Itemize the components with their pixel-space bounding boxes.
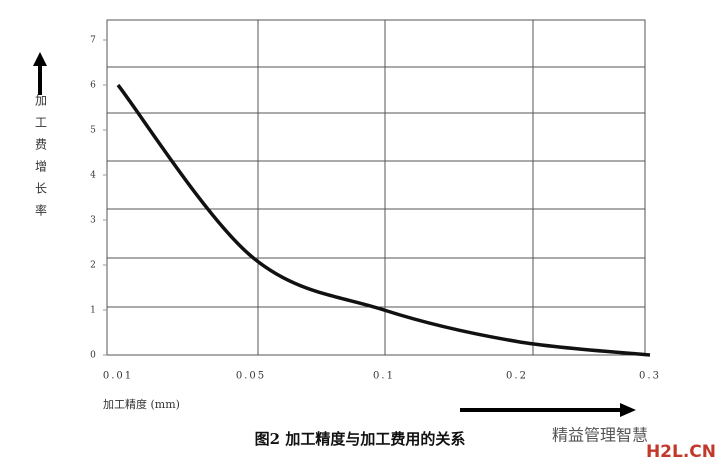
y-tick-label: 7: [90, 36, 96, 46]
y-tick-label: 2: [90, 261, 96, 271]
y-axis-label: 加工费增长率: [34, 94, 48, 226]
axis-arrows: [33, 52, 636, 417]
x-tick-label: 0.01: [103, 371, 133, 382]
curve: [116, 83, 651, 357]
y-tick-label: 1: [90, 306, 96, 316]
site-mark: H2L.CN: [646, 442, 716, 462]
x-tick-label: 0.05: [236, 371, 266, 382]
x-tick-label: 0.1: [373, 371, 395, 382]
y-tick-label: 0: [90, 351, 96, 361]
y-tick-label: 5: [90, 126, 96, 136]
plot-frame: [106, 19, 646, 356]
watermark: 精益管理智慧: [552, 426, 648, 445]
y-tick-label: 4: [90, 171, 96, 181]
y-axis-label-text: 加工费增长率: [34, 94, 48, 226]
x-tick-label: 0.3: [639, 371, 661, 382]
x-tick-label: 0.2: [506, 371, 528, 382]
y-tick-label: 3: [90, 216, 96, 226]
chart-title: 图2 加工精度与加工费用的关系: [255, 430, 466, 448]
table-lines: [107, 20, 645, 355]
y-tick-label: 6: [90, 81, 96, 91]
x-axis-label: 加工精度 (mm): [103, 397, 180, 411]
